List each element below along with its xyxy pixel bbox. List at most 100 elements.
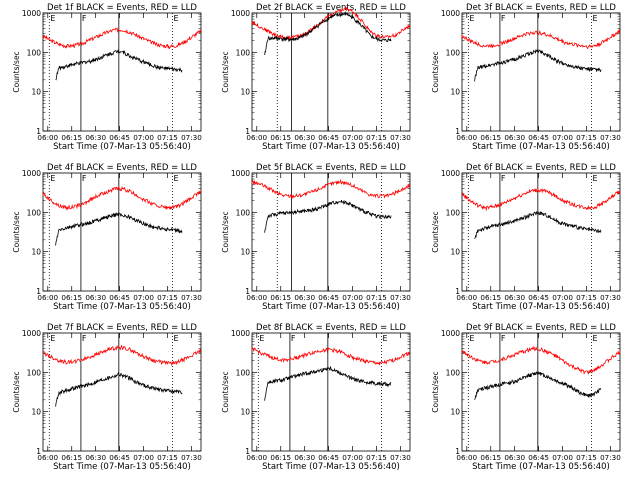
y-tick-label: 1 xyxy=(455,127,460,136)
lld-series-line xyxy=(251,178,411,200)
x-tick-label: 07:30 xyxy=(600,293,621,302)
plot-frame xyxy=(251,332,411,452)
time-marker-label: E xyxy=(593,174,598,183)
x-tick-label: 07:00 xyxy=(133,133,154,142)
x-tick-label: 06:15 xyxy=(61,133,82,142)
x-tick-label: 06:30 xyxy=(85,293,106,302)
x-tick-label: 06:00 xyxy=(37,293,58,302)
x-tick-label: 07:00 xyxy=(342,453,363,462)
lld-series-line xyxy=(251,346,411,366)
plot-frame xyxy=(42,332,202,452)
x-tick-label: 06:45 xyxy=(528,133,549,142)
x-tick-label: 07:15 xyxy=(157,453,178,462)
plot-frame xyxy=(461,332,621,452)
events-series-line xyxy=(264,199,392,233)
x-tick-label: 07:00 xyxy=(133,453,154,462)
time-marker-label: E xyxy=(259,334,264,343)
time-marker-label: F xyxy=(501,14,506,23)
x-tick-label: 06:15 xyxy=(480,293,501,302)
y-tick-label: 1 xyxy=(245,287,250,296)
x-tick-label: 07:30 xyxy=(181,453,202,462)
x-tick-label: 06:00 xyxy=(456,453,477,462)
time-marker-label: E xyxy=(50,14,55,23)
panel-title: Det 4f BLACK = Events, RED = LLD xyxy=(47,163,197,173)
y-tick-label: 1 xyxy=(36,287,41,296)
y-tick-label: 1 xyxy=(455,447,460,456)
plot-frame xyxy=(461,172,621,292)
x-tick-label: 06:00 xyxy=(246,453,267,462)
x-tick-label: 06:00 xyxy=(456,293,477,302)
y-tick-label: 100 xyxy=(446,208,461,217)
y-tick-label: 1000 xyxy=(22,9,41,18)
y-tick-label: 1000 xyxy=(441,169,460,178)
time-marker-label: E xyxy=(383,334,388,343)
y-tick-label: 1000 xyxy=(231,9,250,18)
x-tick-label: 06:30 xyxy=(504,453,525,462)
panel-title: Det 1f BLACK = Events, RED = LLD xyxy=(47,3,197,13)
x-tick-label: 07:00 xyxy=(552,133,573,142)
events-series-line xyxy=(264,365,392,401)
y-tick-label: 100 xyxy=(27,208,42,217)
detector-panel: Det 3f BLACK = Events, RED = LLD 1 10 100 10… xyxy=(431,3,621,152)
plot-frame xyxy=(251,12,411,132)
events-series-line xyxy=(474,48,602,82)
x-tick-label: 06:30 xyxy=(85,453,106,462)
events-series-line xyxy=(474,210,602,239)
x-tick-label: 06:30 xyxy=(294,293,315,302)
detector-panel: Det 8f BLACK = Events, RED = LLD 1 10 100 10… xyxy=(221,323,411,472)
panel-title: Det 3f BLACK = Events, RED = LLD xyxy=(466,3,616,13)
y-tick-label: 10 xyxy=(31,88,41,97)
x-tick-label: 06:00 xyxy=(246,293,267,302)
y-tick-label: 1000 xyxy=(231,169,250,178)
x-tick-label: 06:30 xyxy=(504,133,525,142)
time-marker-label: E xyxy=(50,334,55,343)
x-tick-label: 07:15 xyxy=(576,293,597,302)
x-tick-label: 06:30 xyxy=(294,453,315,462)
x-tick-label: 06:30 xyxy=(504,293,525,302)
y-axis-label: Counts/sec xyxy=(221,371,230,412)
y-tick-label: 10 xyxy=(240,88,250,97)
events-series-line xyxy=(55,49,183,81)
x-tick-label: 06:45 xyxy=(318,453,339,462)
x-tick-label: 07:15 xyxy=(157,133,178,142)
y-tick-label: 1 xyxy=(36,127,41,136)
x-tick-label: 07:15 xyxy=(366,453,387,462)
y-tick-label: 100 xyxy=(236,208,251,217)
y-tick-label: 100 xyxy=(446,48,461,57)
y-axis-label: Counts/sec xyxy=(431,51,440,92)
lld-series-line xyxy=(42,185,202,211)
time-marker-label: F xyxy=(291,334,296,343)
x-tick-label: 07:15 xyxy=(576,133,597,142)
x-axis-label: Start Time (07-Mar-13 05:56:40) xyxy=(262,302,400,312)
x-tick-label: 06:00 xyxy=(37,133,58,142)
x-tick-label: 07:00 xyxy=(552,293,573,302)
x-axis-label: Start Time (07-Mar-13 05:56:40) xyxy=(472,142,610,152)
y-tick-label: 1 xyxy=(245,127,250,136)
detector-panel: Det 9f BLACK = Events, RED = LLD 1 10 100 10… xyxy=(431,323,621,472)
x-tick-label: 06:45 xyxy=(109,293,130,302)
detector-panel: Det 4f BLACK = Events, RED = LLD 1 10 100 10… xyxy=(12,163,202,312)
x-tick-label: 06:00 xyxy=(37,453,58,462)
x-tick-label: 07:15 xyxy=(157,293,178,302)
plot-frame xyxy=(251,172,411,292)
time-marker-label: F xyxy=(82,14,87,23)
detector-panel: Det 7f BLACK = Events, RED = LLD 1 10 100 10… xyxy=(12,323,202,472)
events-series-line xyxy=(55,372,183,407)
time-marker-label: E xyxy=(50,174,55,183)
x-tick-label: 07:00 xyxy=(133,293,154,302)
x-tick-label: 07:30 xyxy=(600,453,621,462)
x-tick-label: 06:30 xyxy=(294,133,315,142)
panel-title: Det 5f BLACK = Events, RED = LLD xyxy=(256,163,406,173)
y-tick-label: 100 xyxy=(446,368,461,377)
y-axis-label: Counts/sec xyxy=(431,211,440,252)
y-tick-label: 10 xyxy=(31,248,41,257)
y-tick-label: 100 xyxy=(27,48,42,57)
y-tick-label: 10 xyxy=(31,408,41,417)
x-tick-label: 07:30 xyxy=(181,293,202,302)
y-tick-label: 1 xyxy=(245,447,250,456)
y-axis-label: Counts/sec xyxy=(12,211,21,252)
y-tick-label: 100 xyxy=(236,368,251,377)
x-axis-label: Start Time (07-Mar-13 05:56:40) xyxy=(53,302,191,312)
x-axis-label: Start Time (07-Mar-13 05:56:40) xyxy=(53,142,191,152)
